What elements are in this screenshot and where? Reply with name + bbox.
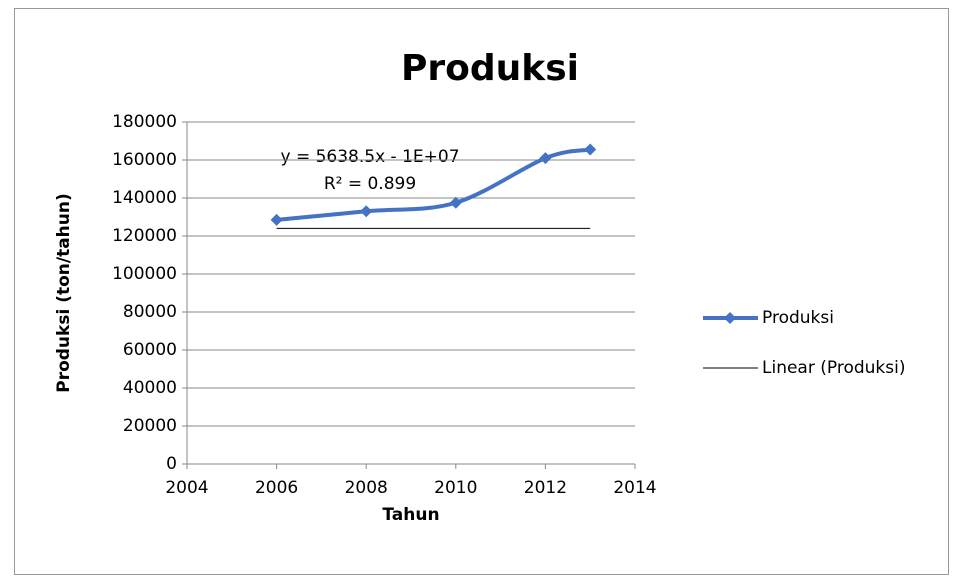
annotation: R² = 0.899 [324, 174, 416, 194]
marker [360, 205, 373, 218]
marker [584, 143, 597, 156]
legend-label: Produksi [762, 308, 834, 328]
x-tick-label: 2010 [434, 478, 477, 498]
y-tick-label: 160000 [112, 150, 177, 170]
x-axis-label: Tahun [382, 505, 439, 525]
legend-marker [724, 312, 736, 324]
y-tick-label: 180000 [112, 112, 177, 132]
y-tick-label: 100000 [112, 264, 177, 284]
x-tick-label: 2008 [345, 478, 388, 498]
chart-title: Produksi [401, 48, 579, 89]
y-tick-label: 20000 [123, 416, 177, 436]
y-axis-label: Produksi (ton/tahun) [54, 193, 74, 393]
x-tick-label: 2006 [255, 478, 298, 498]
x-tick-label: 2014 [613, 478, 656, 498]
marker [449, 196, 462, 209]
x-tick-label: 2004 [165, 478, 208, 498]
chart-frame [14, 8, 949, 575]
marker [539, 152, 552, 165]
y-tick-label: 40000 [123, 378, 177, 398]
y-tick-label: 140000 [112, 188, 177, 208]
x-tick-label: 2012 [524, 478, 567, 498]
marker [270, 213, 283, 226]
annotation: y = 5638.5x - 1E+07 [280, 147, 459, 167]
y-tick-label: 80000 [123, 302, 177, 322]
legend-label: Linear (Produksi) [762, 358, 905, 378]
y-tick-label: 60000 [123, 340, 177, 360]
y-tick-label: 0 [166, 454, 177, 474]
y-tick-label: 120000 [112, 226, 177, 246]
